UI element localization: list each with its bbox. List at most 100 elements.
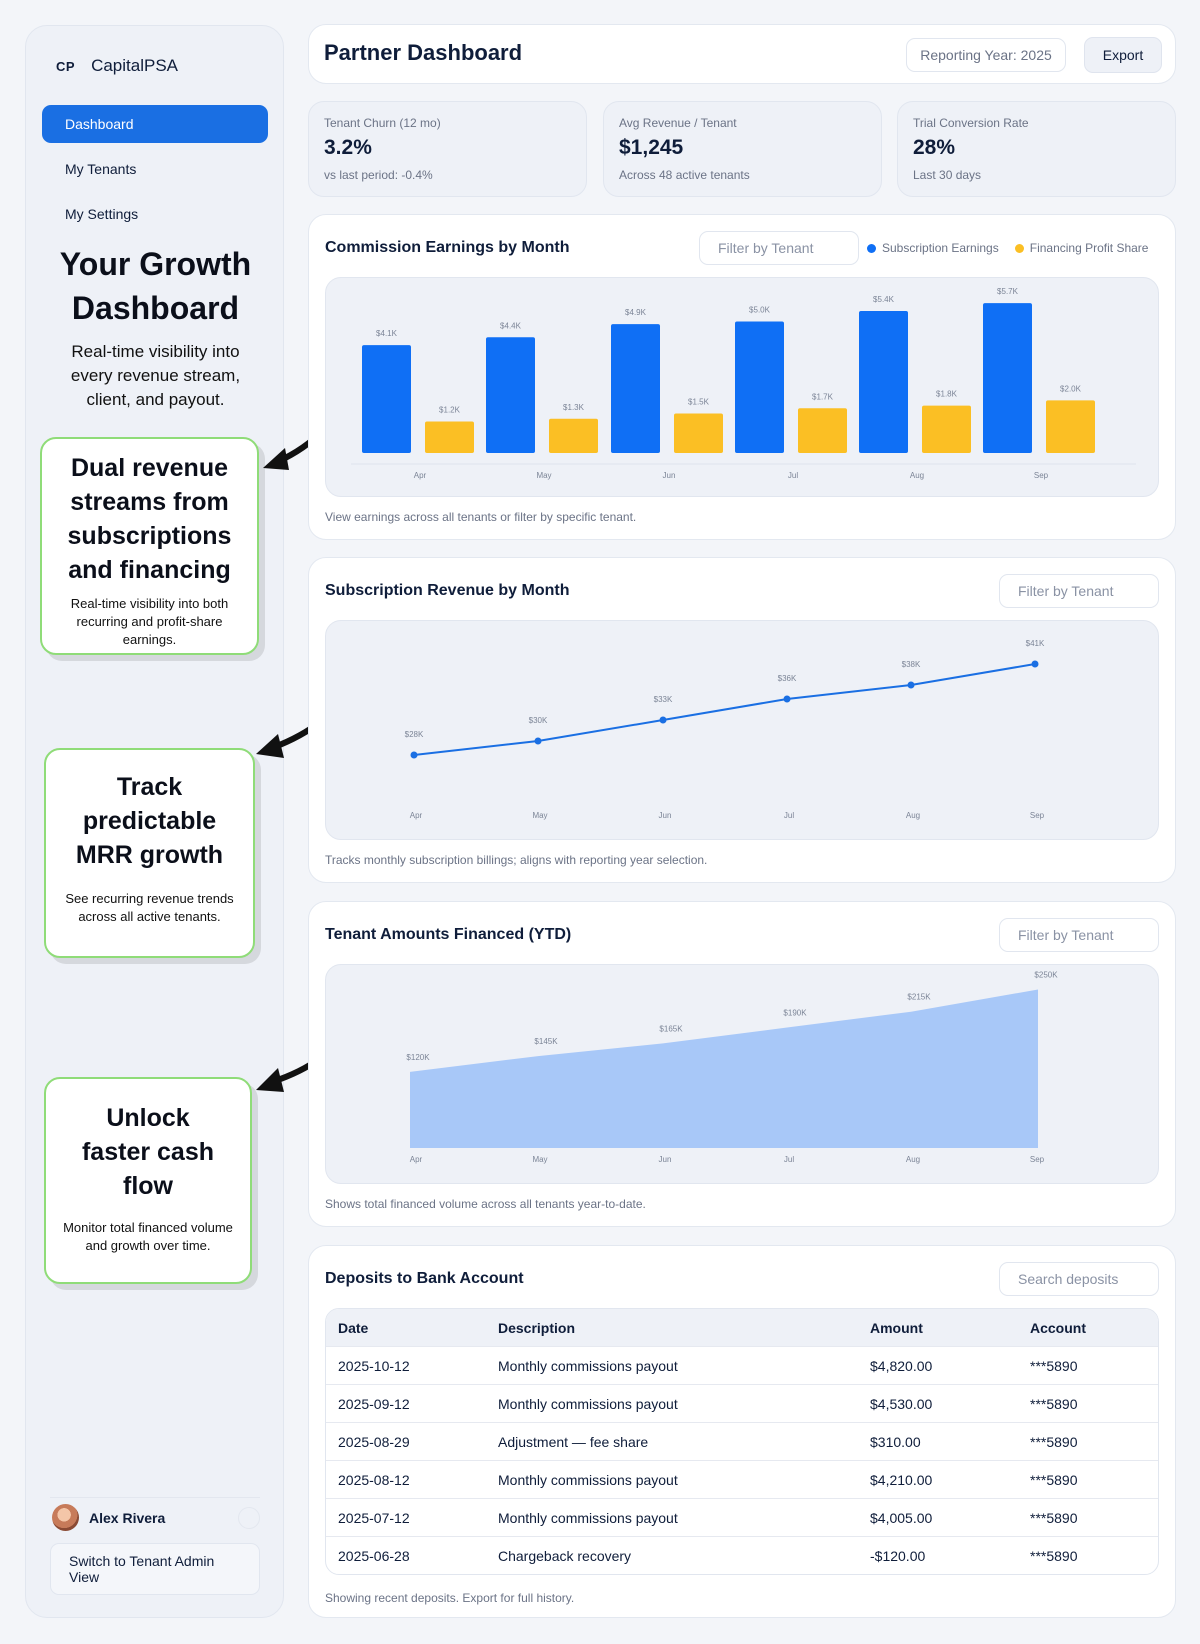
x-tick-label: Aug (906, 1155, 920, 1164)
data-label: $1.3K (563, 403, 585, 412)
bar (362, 345, 411, 453)
legend-label: Subscription Earnings (882, 241, 999, 255)
data-label: $5.7K (997, 287, 1019, 296)
search-deposits-input[interactable]: Search deposits (999, 1262, 1159, 1296)
data-point (534, 737, 542, 745)
subscription-line-chart: $28K Apr $30K May $33K Jun $36K Jul $38K Aug $41K S… (405, 639, 1045, 820)
kpi-subtext: Across 48 active tenants (619, 168, 750, 182)
series-line (413, 663, 1036, 756)
switch-to-tenant-admin-button[interactable]: Switch to Tenant Admin View (50, 1543, 260, 1595)
x-tick-label: Apr (410, 1155, 423, 1164)
financed-chart: $120K Apr $145K May $165K Jun $190K Jul $215K Aug… (325, 964, 1159, 1184)
data-point (1031, 660, 1039, 668)
data-label: $165K (659, 1024, 683, 1033)
data-label: $145K (534, 1037, 558, 1046)
cell-date: 2025-08-29 (326, 1422, 486, 1460)
cell-description: Chargeback recovery (486, 1536, 858, 1574)
tenant-filter-input[interactable]: Filter by Tenant (699, 231, 859, 265)
data-label: $4.1K (376, 329, 398, 338)
tenant-filter-input[interactable]: Filter by Tenant (999, 574, 1159, 608)
x-tick-label: Jul (784, 811, 794, 820)
brand[interactable]: CP CapitalPSA (56, 56, 178, 76)
column-header-date[interactable]: Date (326, 1309, 486, 1346)
hero: Your Growth Dashboard Real-time visibili… (26, 242, 285, 412)
panel-title: Subscription Revenue by Month (325, 582, 570, 599)
sidebar-item-my-tenants[interactable]: My Tenants (65, 161, 137, 177)
data-label: $2.0K (1060, 384, 1082, 393)
area-fill (410, 989, 1038, 1148)
user-name: Alex Rivera (89, 1509, 166, 1526)
commission-bar-chart: $4.1K $1.2K Apr $4.4K $1.3K May $4.9K $1.5K Jun $… (351, 287, 1136, 480)
bar (425, 421, 474, 453)
sidebar-item-my-settings[interactable]: My Settings (65, 206, 139, 222)
cell-date: 2025-06-28 (326, 1536, 486, 1574)
avatar (52, 1504, 79, 1531)
data-label: $1.5K (688, 398, 710, 407)
financed-area-chart: $120K Apr $145K May $165K Jun $190K Jul $215K Aug… (406, 971, 1058, 1165)
legend-swatch (1014, 243, 1024, 253)
x-tick-label: May (536, 471, 551, 480)
bar (1046, 400, 1095, 453)
panel-caption: Shows total financed volume across all t… (325, 1197, 646, 1211)
kpi-label: Avg Revenue / Tenant (619, 116, 737, 130)
table-row[interactable]: 2025-10-12 Monthly commissions payout $4,8… (326, 1346, 1158, 1384)
data-label: $38K (902, 660, 921, 669)
kpi-card-avg-revenue: Avg Revenue / Tenant $1,245 Across 48 ac… (603, 101, 882, 197)
data-label: $5.4K (873, 295, 895, 304)
cell-description: Adjustment — fee share (486, 1422, 858, 1460)
brand-logo-mark: CP (56, 58, 76, 74)
panel-caption: Tracks monthly subscription billings; al… (325, 853, 708, 867)
data-label: $33K (654, 695, 673, 704)
cell-account: ***5890 (1018, 1536, 1158, 1574)
cell-account: ***5890 (1018, 1384, 1158, 1422)
table-row[interactable]: 2025-08-12 Monthly commissions payout $4,2… (326, 1460, 1158, 1498)
data-label: $28K (405, 730, 424, 739)
x-tick-label: May (532, 1155, 547, 1164)
kpi-value: 28% (913, 136, 956, 159)
data-point (410, 751, 418, 759)
table-row[interactable]: 2025-08-29 Adjustment — fee share $310.00 *… (326, 1422, 1158, 1460)
tenant-filter-input[interactable]: Filter by Tenant (999, 918, 1159, 952)
export-button[interactable]: Export (1084, 37, 1162, 73)
reporting-year-select[interactable]: Reporting Year: 2025 (906, 38, 1066, 72)
callout-title: Track predictable MRR growth (75, 773, 224, 869)
column-header-description[interactable]: Description (486, 1309, 858, 1346)
kpi-value: 3.2% (324, 136, 372, 159)
user-profile[interactable]: Alex Rivera (50, 1497, 260, 1537)
cell-description: Monthly commissions payout (486, 1346, 858, 1384)
legend-item: Subscription Earnings (867, 241, 999, 255)
legend-item: Financing Profit Share (1014, 241, 1148, 255)
kpi-value: $1,245 (619, 136, 684, 159)
brand-name: CapitalPSA (91, 56, 178, 75)
column-header-account[interactable]: Account (1018, 1309, 1158, 1346)
cell-account: ***5890 (1018, 1498, 1158, 1536)
panel-title: Deposits to Bank Account (325, 1270, 524, 1287)
sidebar-nav: Dashboard My Tenants My Settings (42, 105, 268, 240)
panel-caption: Showing recent deposits. Export for full… (325, 1591, 575, 1605)
bar (983, 303, 1032, 453)
kpi-card-trial-conversion: Trial Conversion Rate 28% Last 30 days (897, 101, 1176, 197)
cell-amount: $310.00 (858, 1422, 1018, 1460)
x-tick-label: Apr (410, 811, 423, 820)
data-label: $120K (406, 1053, 430, 1062)
sidebar-item-dashboard[interactable]: Dashboard (42, 105, 268, 143)
data-point (907, 681, 915, 689)
table-row[interactable]: 2025-07-12 Monthly commissions payout $4,0… (326, 1498, 1158, 1536)
deposits-panel: Deposits to Bank Account Search deposits… (308, 1245, 1176, 1618)
x-tick-label: Jun (659, 1155, 672, 1164)
data-label: $250K (1034, 971, 1058, 980)
table-row[interactable]: 2025-06-28 Chargeback recovery -$120.00 ***… (326, 1536, 1158, 1574)
cell-date: 2025-07-12 (326, 1498, 486, 1536)
cell-account: ***5890 (1018, 1422, 1158, 1460)
callout-cash-flow: Unlock faster cash flow Monitor total fi… (44, 1077, 252, 1284)
kpi-label: Tenant Churn (12 mo) (324, 116, 441, 130)
data-label: $30K (529, 716, 548, 725)
data-point (659, 716, 667, 724)
user-menu-toggle[interactable] (238, 1506, 260, 1529)
x-tick-label: Sep (1030, 1155, 1045, 1164)
table-row[interactable]: 2025-09-12 Monthly commissions payout $4,5… (326, 1384, 1158, 1422)
data-label: $5.0K (749, 306, 771, 315)
column-header-amount[interactable]: Amount (858, 1309, 1018, 1346)
x-tick-label: Jul (788, 471, 798, 480)
bar (735, 321, 784, 453)
